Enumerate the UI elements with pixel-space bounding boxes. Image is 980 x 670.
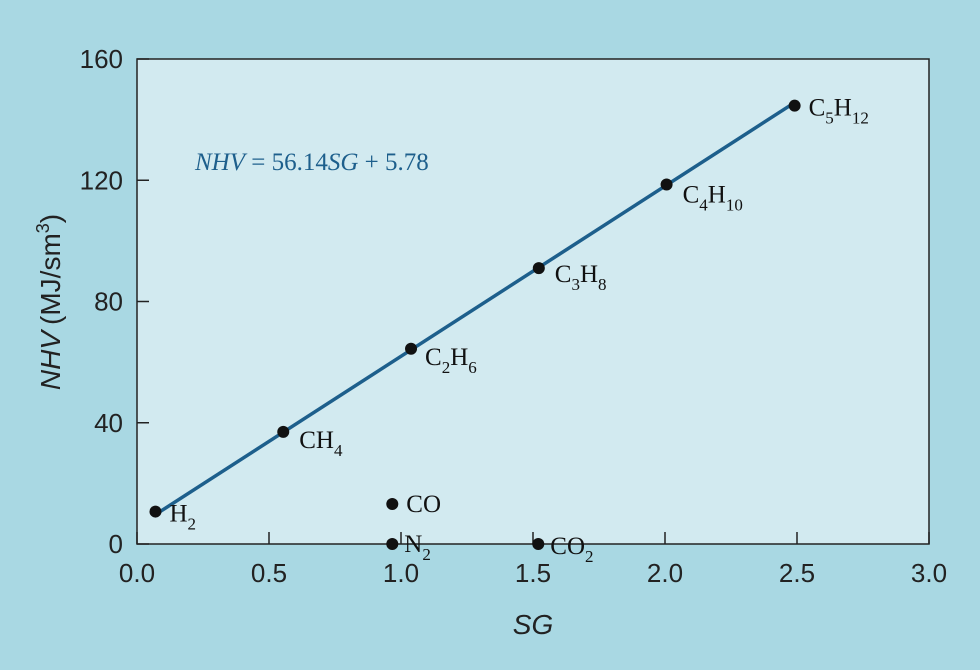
point-label-c4h10: C4H10 [683, 181, 743, 214]
equation-rhs: + 5.78 [358, 149, 428, 176]
data-point-c5h12 [788, 99, 801, 112]
regression-line [154, 101, 796, 517]
x-tick-label: 2.5 [779, 558, 815, 588]
point-label-co2: CO2 [550, 533, 593, 566]
x-tick-label: 3.0 [911, 558, 947, 588]
y-axis-label-main: NHV [35, 329, 66, 390]
data-point-n2 [386, 538, 399, 550]
x-tick-label: 0.5 [251, 558, 287, 588]
data-point-ch4 [277, 425, 290, 438]
equation-lhs: NHV [194, 149, 248, 176]
x-axis-ticks: 0.0 0.5 1.0 1.5 2.0 2.5 3.0 [119, 532, 947, 588]
data-points [149, 99, 801, 550]
point-labels: H2 CH4 CO N2 C2H6 CO2 C3H8 C4H10 C5H12 [169, 95, 868, 566]
y-tick-label: 80 [94, 287, 123, 317]
x-tick-label: 1.0 [383, 558, 419, 588]
data-point-c3h8 [532, 262, 545, 275]
y-axis-label-sup: 3 [33, 223, 53, 233]
y-axis-label-unit: (MJ/sm [35, 233, 66, 325]
point-label-c3h8: C3H8 [555, 261, 607, 294]
y-tick-label: 0 [109, 529, 123, 559]
equation-mid: = 56.14 [245, 149, 328, 176]
point-label-c5h12: C5H12 [809, 95, 869, 128]
point-label-co: CO [406, 491, 441, 518]
regression-equation: NHV = 56.14SG + 5.78 [194, 149, 429, 176]
point-label-n2: N2 [404, 531, 431, 564]
equation-var: SG [328, 149, 359, 176]
x-axis-label: SG [513, 609, 553, 640]
x-tick-label: 2.0 [647, 558, 683, 588]
y-axis-ticks: 0 40 80 120 160 [80, 44, 149, 559]
y-tick-label: 120 [80, 165, 123, 195]
x-tick-label: 0.0 [119, 558, 155, 588]
data-point-co2 [532, 538, 545, 550]
point-label-ch4: CH4 [299, 427, 343, 460]
point-label-h2: H2 [169, 501, 196, 534]
y-axis-label: NHV (MJ/sm3) [33, 214, 66, 390]
data-point-h2 [149, 505, 162, 518]
x-tick-label: 1.5 [515, 558, 551, 588]
y-tick-label: 40 [94, 408, 123, 438]
point-label-c2h6: C2H6 [425, 344, 477, 377]
data-point-co [386, 497, 399, 510]
data-point-c2h6 [405, 342, 418, 355]
data-point-c4h10 [660, 178, 673, 191]
y-axis-label-close: ) [35, 214, 66, 223]
y-tick-label: 160 [80, 44, 123, 74]
plot-area [136, 58, 930, 545]
